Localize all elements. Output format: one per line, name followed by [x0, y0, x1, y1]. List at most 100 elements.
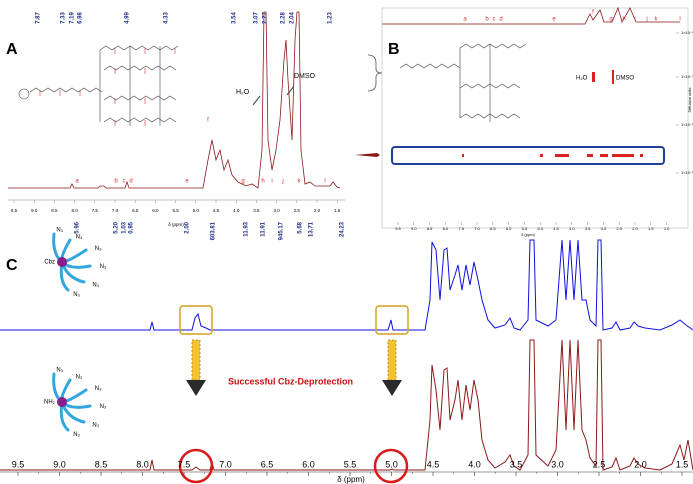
integral: 24.23 — [340, 221, 346, 237]
peak-letter: a — [75, 179, 79, 185]
projection-diffusion — [355, 153, 380, 157]
break-mark — [286, 85, 295, 96]
arm-label: N₃ — [92, 283, 99, 289]
dendrimer-icon: N₃ N₃ N₃ N₃ N₃ N₃ NH₂ — [44, 367, 107, 437]
integral: 5.96 — [75, 221, 81, 233]
peak-label: 2.28 — [281, 12, 287, 24]
arm-label: N₃ — [73, 292, 80, 298]
x-tick-label: 9.0 — [31, 208, 38, 213]
x-tick-label: 5.5 — [172, 208, 179, 213]
x-tick-label: 2.5 — [593, 459, 606, 469]
highlight-box — [179, 305, 213, 335]
arm-label: N₃ — [76, 374, 83, 380]
arm-label: N₃ — [56, 227, 63, 233]
x-tick-label: 6.0 — [302, 459, 315, 469]
water-label: H₂O — [576, 76, 588, 82]
arm-label: N₃ — [92, 423, 99, 429]
x-tick-label: 2.0 — [314, 208, 321, 213]
integral: 5.68 — [298, 221, 304, 233]
arm-label: N₃ — [95, 386, 102, 392]
x-tick-label: 9.5 — [11, 208, 18, 213]
x-tick-label: 7.0 — [219, 459, 232, 469]
x-tick-label: 1.0 — [664, 226, 670, 231]
core — [57, 257, 67, 267]
x-tick-label: 8.0 — [71, 208, 78, 213]
core — [57, 397, 67, 407]
peak-letter: a — [463, 17, 467, 23]
x-tick-label: 8.5 — [51, 208, 58, 213]
structure — [18, 45, 179, 126]
x-tick-label: 9.5 — [395, 226, 401, 231]
peak-spot — [612, 70, 614, 84]
peak-letter: b — [114, 179, 118, 185]
peak-letter: f — [207, 118, 209, 124]
x-tick-label: 4.5 — [553, 226, 559, 231]
peak-letter: l — [679, 17, 680, 23]
x-tick-label: 3.0 — [601, 226, 607, 231]
peak-letter: i — [634, 17, 635, 23]
peak-label: 3.07 — [254, 12, 260, 24]
peak-letter: h — [261, 179, 264, 185]
x-tick-label: 7.0 — [112, 208, 119, 213]
highlight-circle — [373, 448, 409, 484]
x-tick-label: 2.5 — [616, 226, 622, 231]
structure — [399, 43, 527, 122]
panel-label: B — [388, 41, 400, 58]
x-tick-label: 3.5 — [510, 459, 523, 469]
water-label: H₂O — [236, 89, 250, 96]
x-tick-label: 5.5 — [522, 226, 528, 231]
panel-label: C — [6, 257, 18, 274]
integral: 1.03 — [122, 221, 128, 233]
peak-letter: f — [592, 10, 594, 16]
dendrimer-icon: N₃ N₃ N₃ N₃ N₃ N₃ Cbz — [44, 227, 107, 297]
peak-spot — [592, 72, 595, 82]
peak-letter: g — [609, 17, 612, 23]
x-tick-label: 6.5 — [261, 459, 274, 469]
spectrum-nh2 — [0, 339, 693, 471]
peak-letter: g — [241, 179, 244, 185]
x-tick-label: 2.0 — [632, 226, 638, 231]
x-tick-label: 9.0 — [411, 226, 417, 231]
peak-letter: e — [185, 179, 189, 185]
peak-letter: c — [493, 17, 496, 23]
peak-letter: j — [645, 17, 647, 23]
x-tick-label: 6.5 — [490, 226, 496, 231]
brace — [367, 54, 383, 92]
peak-letter: c — [123, 179, 126, 185]
peak-letter: k — [298, 179, 302, 185]
spectrum-cbz — [0, 239, 693, 331]
integral: 945.17 — [279, 221, 285, 240]
projection-spectrum — [382, 6, 680, 25]
peak-label: 7.19 — [70, 12, 76, 24]
x-tick-label: 3.5 — [253, 208, 260, 213]
y-tick-label: 1×10⁻¹¹ — [681, 170, 693, 175]
x-axis-label: δ (ppm) — [168, 222, 184, 227]
peak-label: 3.54 — [232, 12, 238, 24]
arrow — [382, 339, 402, 396]
x-tick-label: 6.5 — [132, 208, 139, 213]
peak-letter: b — [485, 17, 489, 23]
x-tick-label: 5.0 — [385, 459, 398, 469]
x-axis-label: δ (ppm) — [521, 232, 535, 237]
highlight-circle — [178, 448, 214, 484]
highlight-box — [375, 305, 409, 335]
arm-label: N₃ — [100, 264, 107, 270]
x-tick-label: 4.0 — [233, 208, 240, 213]
integral: 5.20 — [114, 221, 120, 233]
x-tick-label: 6.0 — [506, 226, 512, 231]
x-tick-label: 7.5 — [178, 459, 191, 469]
peak-letter: i — [271, 179, 272, 185]
x-tick-label: 7.0 — [474, 226, 480, 231]
peak-letter: h — [622, 17, 625, 23]
x-tick-label: 9.5 — [12, 459, 25, 469]
x-axis-label: δ (ppm) — [337, 475, 365, 484]
arm-label: N₃ — [56, 367, 63, 373]
spectrum-1d — [8, 11, 341, 189]
panel-label: A — [6, 41, 18, 58]
peak-letter: k — [655, 17, 659, 23]
x-tick-label: 4.0 — [569, 226, 575, 231]
x-tick-label: 1.5 — [648, 226, 654, 231]
peak-letter: d — [499, 17, 502, 23]
